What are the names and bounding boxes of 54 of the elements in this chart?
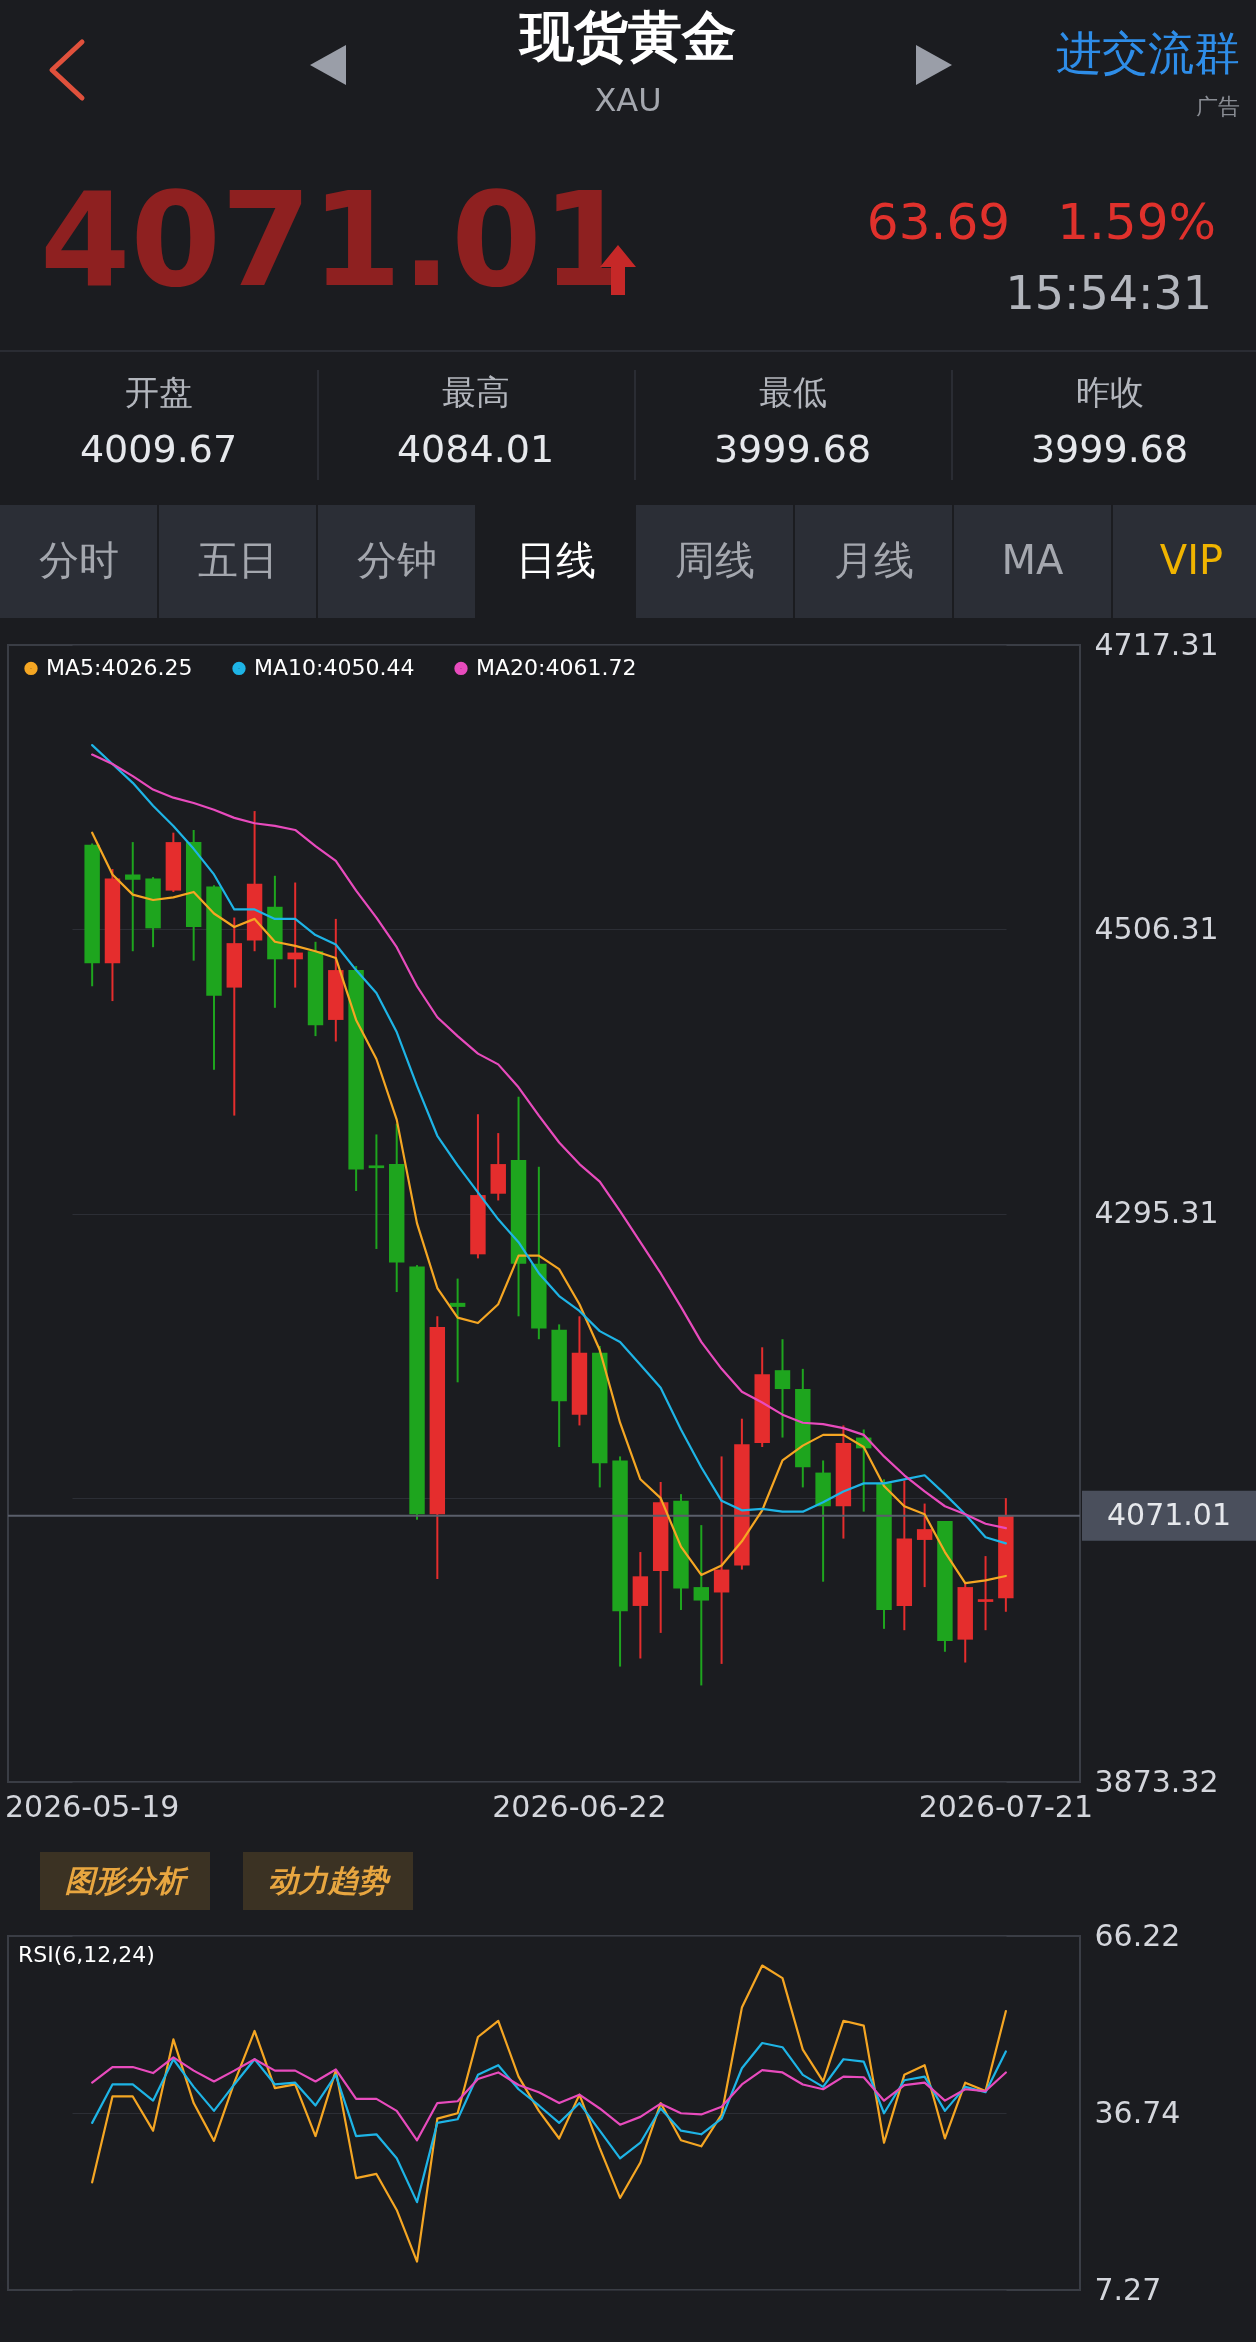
text: 现货黄金 [520,5,736,68]
text: 3999.68 [712,427,873,471]
text: 4071.01 [40,164,633,316]
text: 15:54:31 [1005,266,1212,320]
candlestick [713,1455,730,1665]
x-tick-label: 2026-06-22 [492,1788,667,1824]
candlestick [125,841,141,953]
text: 分钟 [355,537,438,583]
candlestick [693,1524,709,1687]
text: 4084.01 [395,427,556,471]
candlestick [287,881,303,989]
text: 周线 [673,537,756,583]
x-tick-label: 2026-07-21 [918,1788,1094,1824]
text: 最低 [757,372,828,412]
text: 最高 [440,372,511,412]
ref-line-label: 4071.01 [1106,1496,1232,1532]
text: MA [1000,537,1065,583]
text: 五日 [196,537,279,583]
text: XAU [594,81,662,119]
text: 月线 [832,537,915,583]
line-series [91,2041,1007,2204]
line-series [91,2056,1007,2142]
candlestick [368,1133,385,1250]
line-series [91,831,1007,1585]
candlestick [977,1555,994,1632]
y-tick-label: 66.22 [1094,1917,1181,1953]
text: 昨收 [1074,372,1145,412]
legend-label: MA10:4050.44 [254,655,415,681]
x-tick-label: 2026-05-19 [4,1788,180,1824]
candlestick [916,1502,933,1589]
y-tick-label: 3873.32 [1094,1763,1219,1799]
text: 广告 [1196,94,1240,119]
text: 1.59% [1057,193,1216,251]
y-tick-label: 7.27 [1094,2271,1162,2307]
candlestick [774,1338,791,1439]
text: 图形分析 [40,1852,210,1910]
text: 分时 [37,537,120,583]
y-tick-label: 4506.31 [1094,910,1219,946]
line-series [91,1964,1007,2263]
text: 开盘 [123,372,194,412]
y-tick-label: 4717.31 [1094,626,1219,662]
text: VIP [1158,537,1225,583]
text: 进交流群 [1056,26,1240,80]
candlestick [449,1277,466,1384]
y-tick-label: 36.74 [1094,2094,1181,2130]
text: 63.69 [866,193,1010,251]
legend-label: MA5:4026.25 [46,655,193,681]
chart-title: RSI(6,12,24) [18,1942,155,1967]
text: 动力趋势 [243,1852,413,1910]
text: 日线 [514,537,597,583]
text: 4009.67 [78,427,239,471]
y-tick-label: 4295.31 [1094,1195,1219,1231]
legend-label: MA20:4061.72 [476,655,637,681]
text: 3999.68 [1029,427,1190,471]
